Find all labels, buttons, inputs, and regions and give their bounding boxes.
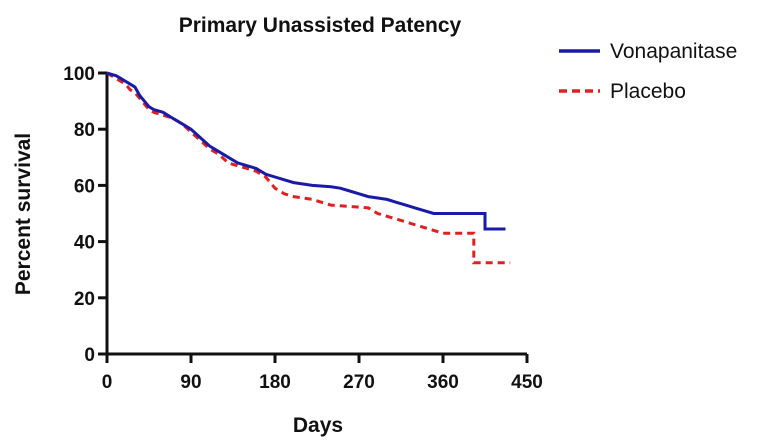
- axes: 0 20 40 60 80 100 0 90 180 270 360 450: [63, 64, 543, 393]
- y-tick-label: 0: [84, 345, 95, 366]
- x-tick-label: 360: [427, 372, 459, 393]
- x-tick-label: 270: [343, 372, 375, 393]
- legend: Vonapanitase Placebo: [559, 40, 737, 103]
- series-layer: [106, 71, 511, 265]
- y-axis-title: Percent survival: [12, 133, 35, 295]
- x-axis-title: Days: [293, 414, 343, 437]
- x-tick-label: 90: [180, 372, 201, 393]
- legend-label-vonapanitase: Vonapanitase: [610, 40, 737, 63]
- chart-title: Primary Unassisted Patency: [179, 14, 462, 37]
- y-tick-label: 20: [74, 289, 95, 310]
- y-tick-label: 80: [74, 120, 95, 141]
- x-tick-label: 0: [102, 372, 113, 393]
- series-line-vonapanitase: [106, 71, 506, 231]
- series-line-placebo: [106, 71, 511, 265]
- y-tick-label: 60: [74, 176, 95, 197]
- x-tick-label: 450: [511, 372, 543, 393]
- x-tick-label: 180: [259, 372, 291, 393]
- y-tick-label: 100: [63, 64, 95, 85]
- legend-label-placebo: Placebo: [610, 80, 686, 103]
- y-tick-label: 40: [74, 233, 95, 254]
